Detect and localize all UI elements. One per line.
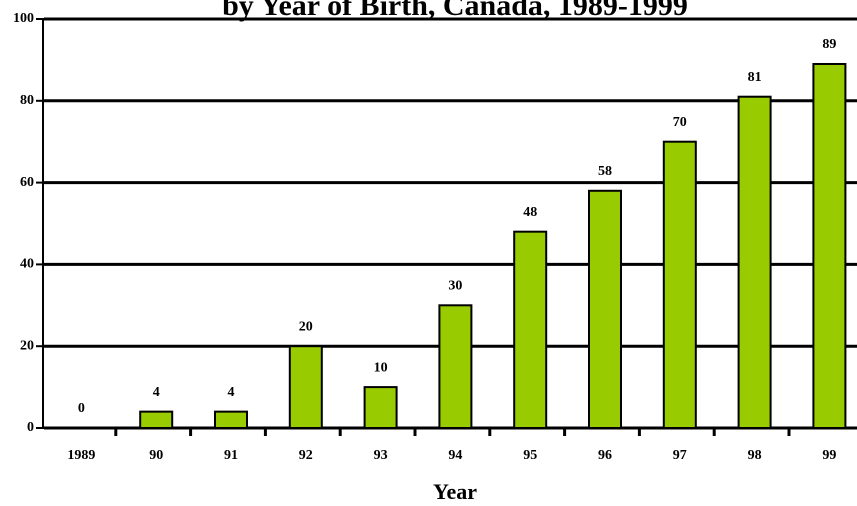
y-tick-label: 0 <box>27 420 34 435</box>
x-tick-label: 94 <box>448 448 462 463</box>
chart-title: by Year of Birth, Canada, 1989-1999 <box>222 0 688 22</box>
value-label: 89 <box>822 37 836 52</box>
y-tick-label: 80 <box>20 93 34 108</box>
x-axis-label: Year <box>433 479 477 504</box>
y-tick-label: 20 <box>20 338 34 353</box>
value-label: 0 <box>78 401 85 416</box>
y-tick-label: 100 <box>13 11 34 26</box>
bar <box>288 345 323 430</box>
value-label: 30 <box>448 279 462 294</box>
x-tick-label: 1989 <box>67 448 95 463</box>
x-tick-label: 98 <box>748 448 762 463</box>
value-label: 58 <box>598 164 612 179</box>
value-label: 4 <box>228 385 235 400</box>
y-tick-label: 60 <box>20 175 34 190</box>
x-tick-label: 96 <box>598 448 612 463</box>
x-tick-label: 92 <box>299 448 313 463</box>
x-tick-label: 99 <box>822 448 836 463</box>
bar <box>513 230 548 429</box>
bar <box>588 189 622 429</box>
value-label: 70 <box>673 115 687 130</box>
y-tick-label: 40 <box>20 257 34 272</box>
bar <box>363 386 398 430</box>
bar <box>214 410 248 430</box>
bar <box>139 410 174 430</box>
x-tick-label: 97 <box>673 448 687 463</box>
x-tick-label: 91 <box>224 448 238 463</box>
x-tick-label: 93 <box>374 448 388 463</box>
bar <box>438 304 473 429</box>
value-label: 81 <box>748 70 762 85</box>
bar <box>737 95 772 430</box>
bar <box>662 140 697 429</box>
bar <box>812 62 847 430</box>
x-tick-label: 95 <box>523 448 537 463</box>
value-label: 20 <box>299 319 313 334</box>
value-label: 48 <box>523 205 537 220</box>
value-label: 4 <box>153 385 160 400</box>
value-label: 10 <box>374 360 388 375</box>
x-tick-label: 90 <box>149 448 163 463</box>
